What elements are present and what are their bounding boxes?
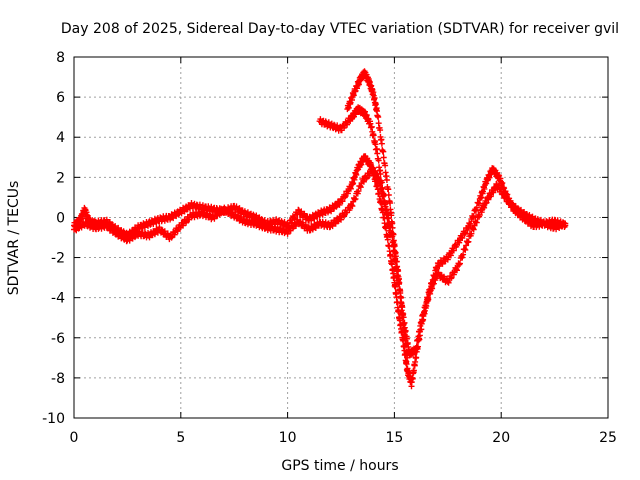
x-tick-label: 15 bbox=[385, 430, 403, 446]
chart-title: Day 208 of 2025, Sidereal Day-to-day VTE… bbox=[61, 21, 619, 37]
y-tick-label: 8 bbox=[56, 50, 65, 66]
plot-frame bbox=[73, 56, 609, 419]
grid-lines bbox=[74, 57, 608, 418]
series-points bbox=[71, 165, 569, 359]
y-axis-ticks: -10 -8 -6 -4 -2 0 2 4 6 8 bbox=[42, 50, 608, 427]
x-tick-label: 5 bbox=[176, 430, 185, 446]
data-points bbox=[71, 68, 569, 390]
y-tick-label: -6 bbox=[51, 331, 65, 347]
y-tick-label: 0 bbox=[56, 210, 65, 226]
y-tick-label: -4 bbox=[51, 291, 65, 307]
x-tick-label: 20 bbox=[492, 430, 510, 446]
x-tick-label: 10 bbox=[279, 430, 297, 446]
x-tick-label: 25 bbox=[599, 430, 617, 446]
series-track-d bbox=[344, 68, 411, 361]
y-tick-label: -2 bbox=[51, 251, 65, 267]
series-track-b bbox=[71, 165, 569, 359]
x-tick-label: 0 bbox=[70, 430, 79, 446]
y-tick-label: 6 bbox=[56, 90, 65, 106]
y-tick-label: -8 bbox=[51, 371, 65, 387]
y-tick-label: 2 bbox=[56, 170, 65, 186]
series-points bbox=[316, 104, 394, 239]
x-axis-ticks: 0 5 10 15 20 25 bbox=[70, 57, 617, 446]
y-tick-label: 4 bbox=[56, 130, 65, 146]
series-points bbox=[344, 68, 411, 361]
x-axis-title: GPS time / hours bbox=[281, 458, 398, 474]
series-track-c bbox=[316, 104, 394, 239]
y-tick-label: -10 bbox=[42, 411, 65, 427]
y-axis-title: SDTVAR / TECUs bbox=[6, 181, 22, 296]
